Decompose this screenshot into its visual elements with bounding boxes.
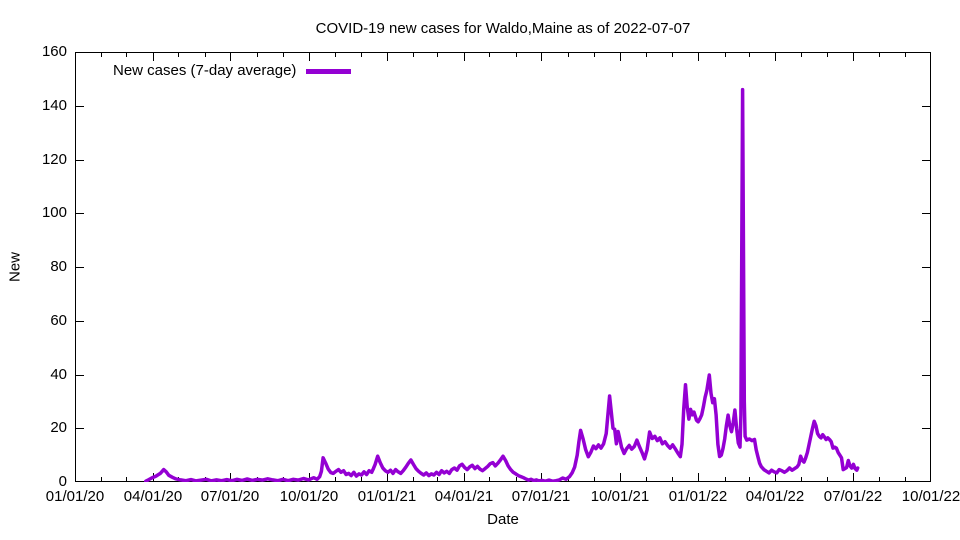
legend-label: New cases (7-day average) xyxy=(113,62,297,79)
new-cases-line xyxy=(144,87,860,482)
y-tick-label: 0 xyxy=(58,473,67,490)
x-tick-label: 10/01/21 xyxy=(590,488,650,505)
x-tick-label: 04/01/22 xyxy=(745,488,805,505)
y-tick-label: 60 xyxy=(50,311,67,329)
plot-border xyxy=(75,52,931,482)
y-axis-title: New xyxy=(6,252,24,283)
x-tick-label: 04/01/21 xyxy=(434,488,494,505)
x-tick-label: 04/01/20 xyxy=(123,488,183,505)
y-tick-label: 20 xyxy=(50,419,67,437)
plot-canvas xyxy=(75,52,931,482)
legend-line-sample xyxy=(306,68,352,74)
y-tick-label: 80 xyxy=(50,258,67,275)
y-tick-label: 40 xyxy=(50,365,67,383)
x-tick-label: 01/01/22 xyxy=(668,488,728,505)
y-tick-label: 160 xyxy=(41,43,67,60)
y-tick-label: 140 xyxy=(41,96,67,114)
x-tick-label: 10/01/20 xyxy=(279,488,339,505)
chart-title: COVID-19 new cases for Waldo,Maine as of… xyxy=(315,20,691,37)
x-tick-label: 07/01/21 xyxy=(511,488,571,505)
legend: New cases (7-day average) xyxy=(113,62,352,80)
x-tick-label: 07/01/20 xyxy=(200,488,260,505)
x-tick-label: 01/01/21 xyxy=(357,488,417,505)
x-axis-title: Date xyxy=(487,511,519,528)
plot-area xyxy=(75,52,931,482)
x-tick-label: 10/01/22 xyxy=(901,488,960,505)
y-tick-label: 100 xyxy=(41,204,67,222)
x-tick-label: 01/01/20 xyxy=(45,488,105,505)
x-tick-label: 07/01/22 xyxy=(823,488,883,505)
y-tick-label: 120 xyxy=(41,150,67,168)
